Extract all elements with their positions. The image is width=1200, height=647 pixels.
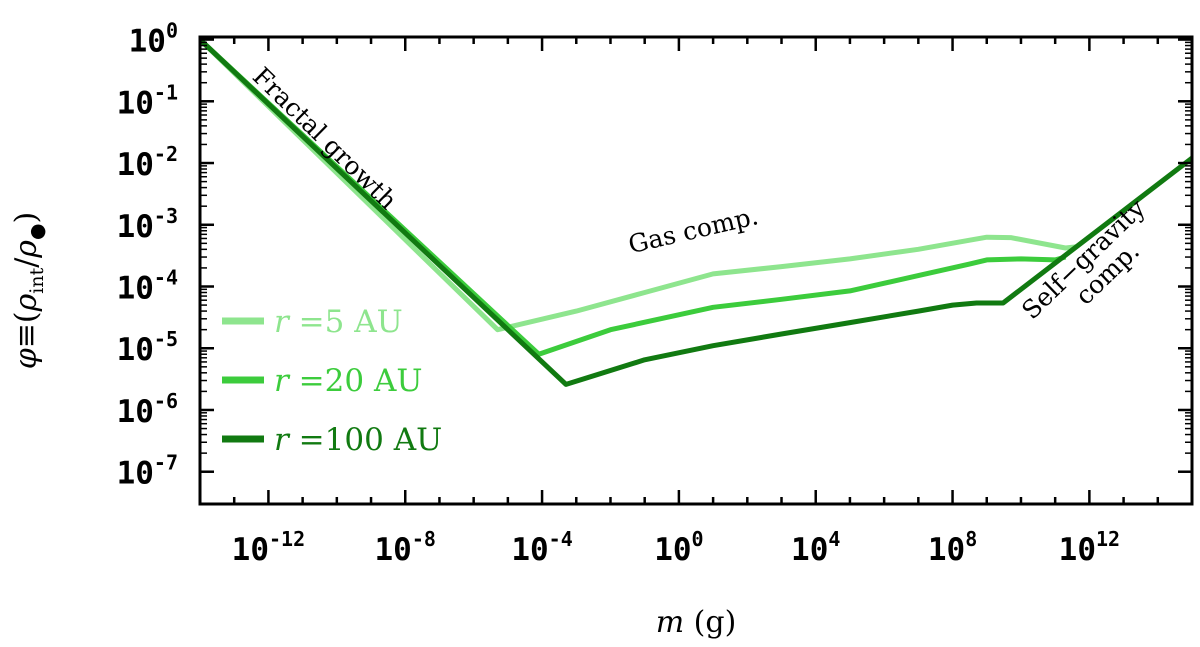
x-tick-label-1: 10-8 [375,527,436,568]
x-tick-label-3: 100 [654,527,703,568]
y-tick-label-4: 10-4 [117,266,178,307]
legend-label-0: r =5 AU [274,304,403,340]
x-tick-label-0: 10-12 [232,527,305,568]
series-line-0 [200,37,1077,333]
y-tick-label-1: 10-1 [117,80,178,121]
y-tick-label-3: 10-3 [117,204,178,245]
x-tick-label-2: 10-4 [511,527,572,568]
series-layer [200,37,1192,387]
legend: r =5 AU r =20 AU r =100 AU [222,304,442,458]
legend-label-1: r =20 AU [274,363,423,399]
x-tick-label-4: 104 [791,527,840,568]
y-axis-label: φ≡(ρint/ρ●) [9,212,48,370]
x-tick-label-6: 1012 [1059,527,1120,568]
axis-ticks: 10-12 10-8 10-4 100 104 108 1012 100 10-1 10-2 10-… [117,19,1194,568]
legend-label-2: r =100 AU [274,422,442,458]
annotation-1: Gas comp. [626,201,762,259]
y-tick-label-2: 10-2 [117,142,178,183]
y-tick-label-5: 10-5 [117,327,178,368]
series-line-1 [200,37,1067,357]
plot-frame [198,35,1194,506]
y-tick-label-6: 10-6 [117,389,178,430]
y-tick-label-0: 100 [129,19,178,60]
series-line-2 [200,37,1192,387]
annotation-0: Fractal growth [247,62,403,216]
y-tick-label-7: 10-7 [117,451,178,492]
x-axis-label: m (g) [656,605,737,640]
x-tick-label-5: 108 [928,527,977,568]
axis-labels: m (g) φ≡(ρint/ρ●) [9,212,736,640]
